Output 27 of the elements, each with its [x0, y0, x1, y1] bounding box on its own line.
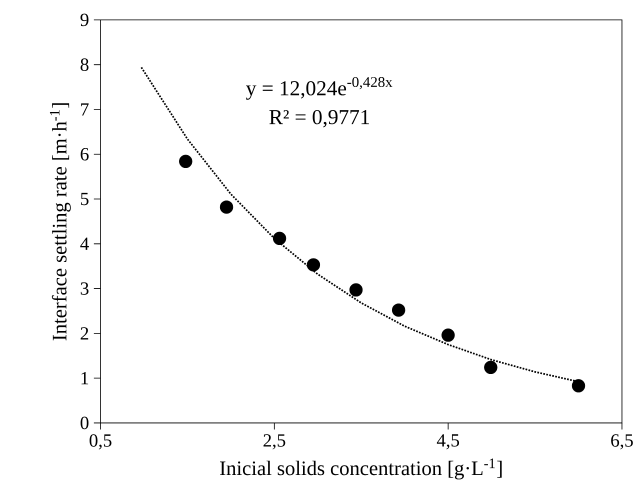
y-tick-label: 4	[80, 238, 89, 250]
y-tick-label: 6	[80, 148, 89, 161]
y-tick-label: 3	[80, 282, 88, 296]
x-tick-label: 6,5	[611, 434, 633, 450]
y-tick-label: 8	[80, 58, 88, 72]
point	[349, 284, 363, 297]
y-axis-title: Interface settling rate [m·h$^{-1}$]	[50, 103, 71, 341]
y-tick-label: 0	[80, 416, 88, 430]
point	[572, 379, 586, 393]
x-tick-label: 2,5	[264, 434, 286, 450]
y-tick-label: 2	[80, 327, 88, 340]
annotation: y = 12,024e$^{-0,428x}$	[246, 77, 392, 100]
x-tick-label: 0,5	[90, 434, 112, 450]
point	[179, 154, 192, 168]
point	[272, 232, 286, 246]
y-tick-label: 1	[82, 372, 88, 384]
annotation: R² = 0,9771	[269, 110, 369, 128]
y-tick-label: 7	[81, 104, 89, 116]
y-tick-label: 9	[80, 14, 88, 26]
point	[306, 258, 320, 272]
point	[220, 200, 234, 214]
x-axis-title: Inicial solids concentration [g·L$^{-1}$]	[220, 458, 502, 480]
point	[442, 328, 455, 342]
point	[392, 304, 406, 317]
x-tick-label: 4,5	[436, 434, 460, 450]
y-tick-label: 5	[80, 193, 88, 206]
point	[484, 360, 498, 374]
